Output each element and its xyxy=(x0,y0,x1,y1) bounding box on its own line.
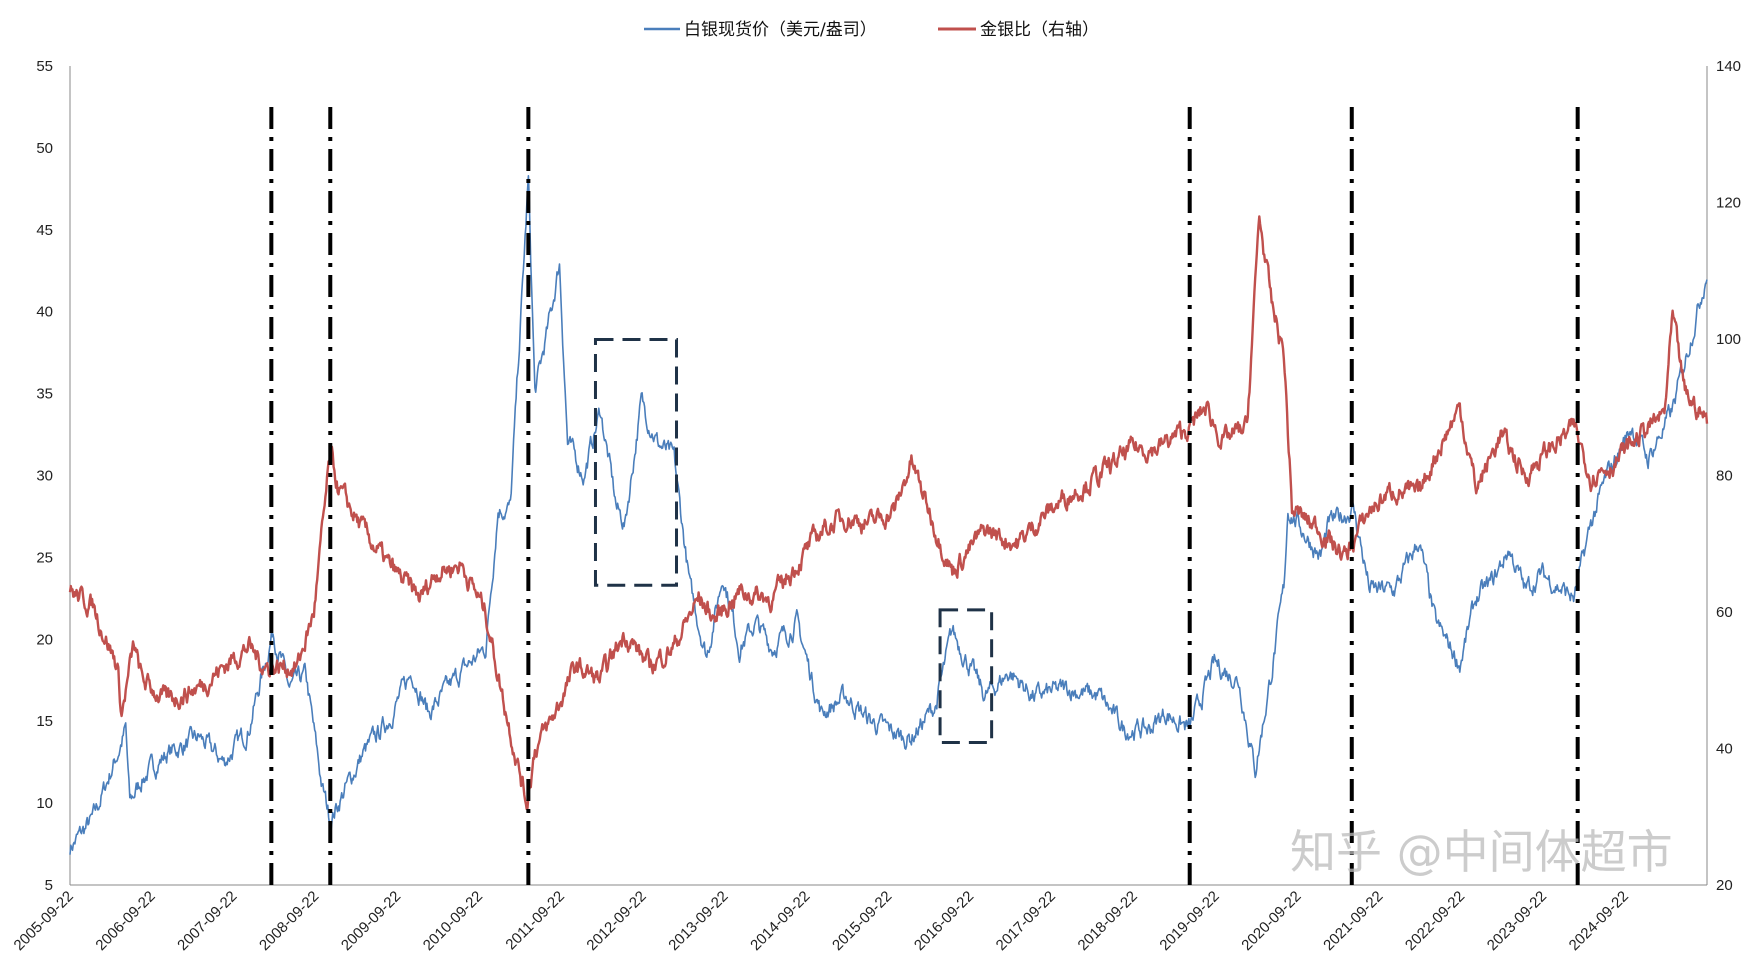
x-tick-label: 2018-09-22 xyxy=(1075,888,1141,954)
right-y-tick-label: 140 xyxy=(1716,58,1741,75)
legend: 白银现货价（美元/盎司） 金银比（右轴） xyxy=(644,20,1099,40)
x-tick-label: 2011-09-22 xyxy=(502,888,567,953)
x-tick-label: 2015-09-22 xyxy=(829,888,895,954)
left-y-tick-label: 25 xyxy=(36,549,53,566)
legend-label-ratio: 金银比（右轴） xyxy=(980,20,1099,40)
x-tick-label: 2016-09-22 xyxy=(911,888,977,954)
left-y-tick-label: 20 xyxy=(36,631,53,648)
left-y-tick-label: 40 xyxy=(36,304,53,321)
right-y-tick-label: 100 xyxy=(1716,331,1741,348)
left-y-tick-label: 35 xyxy=(36,386,53,403)
x-tick-label: 2005-09-22 xyxy=(11,888,77,954)
x-tick-label: 2012-09-22 xyxy=(583,888,649,954)
x-tick-label: 2008-09-22 xyxy=(256,888,322,954)
x-tick-label: 2009-09-22 xyxy=(338,888,404,954)
left-y-tick-label: 15 xyxy=(36,713,53,730)
x-tick-label: 2010-09-22 xyxy=(420,888,486,954)
x-tick-label: 2017-09-22 xyxy=(993,888,1059,954)
x-tick-label: 2013-09-22 xyxy=(665,888,731,954)
right-y-tick-label: 20 xyxy=(1716,877,1733,894)
x-tick-label: 2014-09-22 xyxy=(747,888,813,954)
x-tick-label: 2019-09-22 xyxy=(1156,888,1222,954)
right-y-tick-label: 40 xyxy=(1716,741,1733,758)
x-tick-label: 2007-09-22 xyxy=(174,888,240,954)
right-y-tick-label: 80 xyxy=(1716,468,1733,485)
x-tick-label: 2006-09-22 xyxy=(92,888,158,954)
left-y-tick-label: 50 xyxy=(36,140,53,157)
right-y-tick-label: 60 xyxy=(1716,604,1733,621)
x-tick-label: 2023-09-22 xyxy=(1484,888,1550,954)
x-tick-label: 2020-09-22 xyxy=(1238,888,1304,954)
left-y-tick-label: 30 xyxy=(36,468,53,485)
silver-price-line xyxy=(69,175,1708,855)
left-y-tick-label: 55 xyxy=(36,58,53,75)
x-tick-label: 2024-09-22 xyxy=(1566,888,1632,954)
left-y-tick-label: 5 xyxy=(45,877,53,894)
highlight-box xyxy=(938,608,994,744)
x-tick-label: 2022-09-22 xyxy=(1402,888,1468,954)
gold-silver-ratio-line xyxy=(68,215,1709,811)
right-y-tick-label: 120 xyxy=(1716,195,1741,212)
left-y-tick-label: 45 xyxy=(36,222,53,239)
highlight-box xyxy=(593,338,679,587)
x-tick-label: 2021-09-22 xyxy=(1320,888,1386,954)
left-y-tick-label: 10 xyxy=(36,795,53,812)
watermark: 知乎 @中间体超市 xyxy=(1290,825,1673,879)
legend-label-silver: 白银现货价（美元/盎司） xyxy=(684,20,877,40)
